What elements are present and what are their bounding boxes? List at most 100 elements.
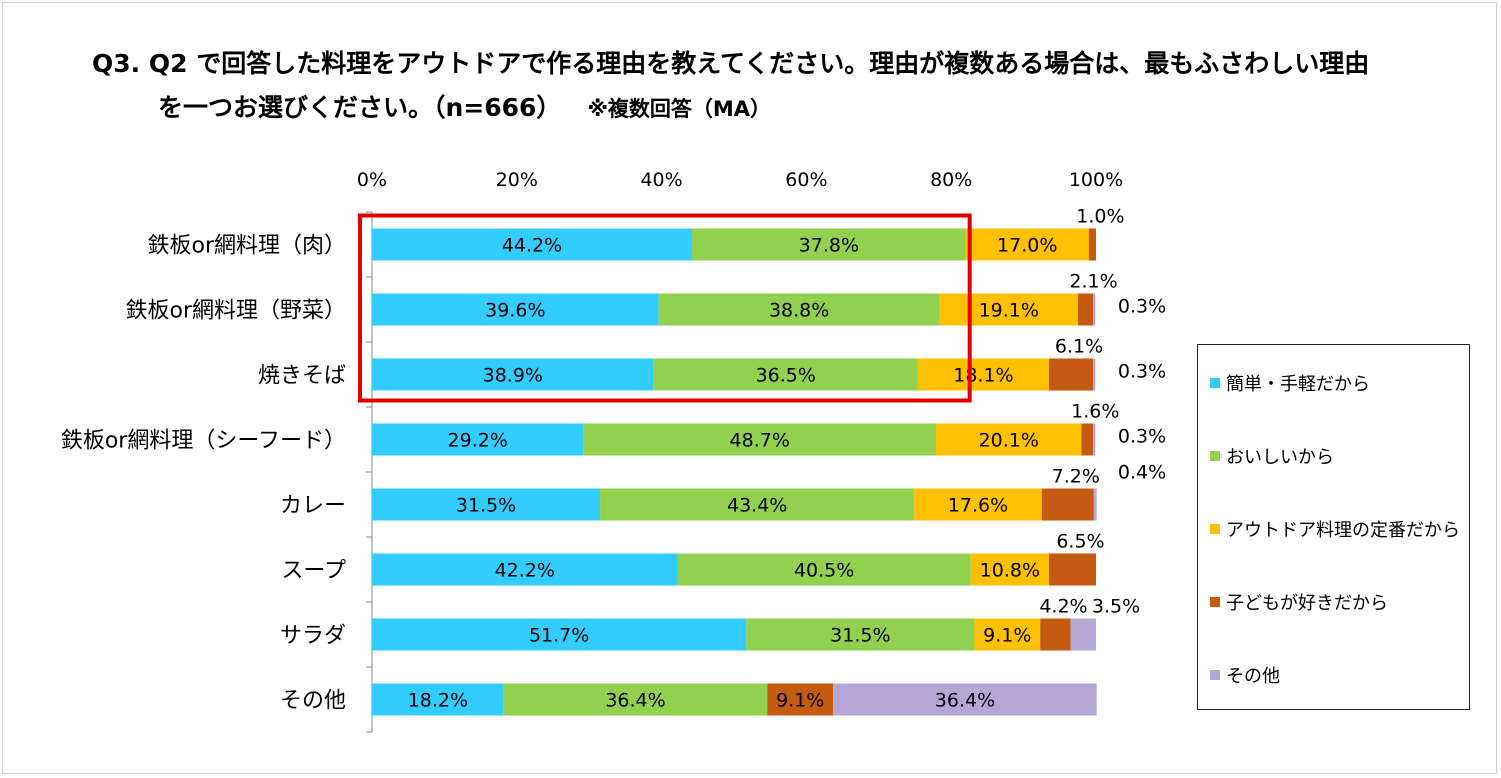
- data-label: 31.5%: [456, 495, 516, 517]
- bar-segment: [372, 228, 693, 261]
- legend-swatch: [1210, 524, 1220, 534]
- bar-segment: [1041, 488, 1094, 521]
- data-label: 2.1%: [1069, 271, 1117, 293]
- data-label: 31.5%: [830, 625, 890, 647]
- data-label: 17.0%: [997, 235, 1057, 257]
- bar-segment: [1088, 228, 1096, 261]
- data-label: 40.5%: [794, 560, 854, 582]
- bar-segment: [939, 293, 1078, 326]
- data-label: 17.6%: [948, 495, 1008, 517]
- bar-segment: [692, 228, 966, 261]
- legend-item: その他: [1210, 663, 1280, 687]
- bar-segment: [503, 683, 768, 716]
- legend-item: 簡単・手軽だから: [1210, 371, 1370, 395]
- bar-segment: [935, 423, 1082, 456]
- legend-item: 子どもが好きだから: [1210, 590, 1388, 614]
- bar-segment: [372, 423, 584, 456]
- legend-label: アウトドア料理の定番だから: [1226, 520, 1460, 541]
- bar-segment: [372, 293, 659, 326]
- bar-segment: [746, 618, 975, 651]
- data-label: 43.4%: [727, 495, 787, 517]
- title-line-2: を一つお選びください。（n=666） ※複数回答（MA）: [158, 88, 771, 124]
- category-label: サラダ: [280, 624, 346, 649]
- bar-segment: [1093, 293, 1096, 326]
- legend-label: おいしいから: [1226, 447, 1334, 468]
- x-tick-label: 0%: [357, 169, 387, 191]
- bar-segment: [372, 683, 504, 716]
- bar-segment: [372, 553, 678, 586]
- data-label: 36.4%: [935, 690, 995, 712]
- bar-segment: [658, 293, 940, 326]
- data-label: 4.2%: [1039, 596, 1087, 618]
- legend-item: アウトドア料理の定番だから: [1210, 517, 1460, 541]
- data-label: 6.1%: [1055, 336, 1103, 358]
- data-label: 0.3%: [1118, 296, 1166, 318]
- highlight-box: [358, 213, 972, 403]
- x-tick-label: 60%: [785, 169, 827, 191]
- legend-swatch: [1210, 378, 1220, 388]
- legend: 簡単・手軽だから おいしいからアウトドア料理の定番だから 子どもが好きだから その他: [1197, 344, 1470, 710]
- bar-segment: [1093, 358, 1096, 391]
- legend-item: おいしいから: [1210, 444, 1334, 468]
- bar-segment: [1081, 423, 1094, 456]
- bar-segment: [974, 618, 1041, 651]
- bar-segment: [833, 683, 1097, 716]
- bar-segment: [1048, 358, 1094, 391]
- legend-label: 子どもが好きだから: [1226, 593, 1388, 614]
- data-label: 20.1%: [979, 430, 1039, 452]
- data-label: 19.1%: [979, 300, 1039, 322]
- bar-segment: [914, 488, 1042, 521]
- legend-swatch: [1210, 451, 1220, 461]
- bar-segment: [1048, 553, 1096, 586]
- bar-segment: [600, 488, 915, 521]
- data-label: 1.6%: [1071, 401, 1119, 423]
- data-label: 39.6%: [485, 300, 545, 322]
- category-label: スープ: [281, 559, 346, 584]
- category-label: 鉄板or網料理（野菜）: [125, 299, 346, 324]
- x-tick-label: 20%: [496, 169, 538, 191]
- title-line-1: Q3. Q2 で回答した料理をアウトドアで作る理由を教えてください。理由が複数あ…: [92, 49, 1370, 78]
- title-note: ※複数回答（MA）: [587, 97, 772, 121]
- data-label: 18.1%: [953, 365, 1013, 387]
- bar-segment: [372, 488, 601, 521]
- data-label: 37.8%: [799, 235, 859, 257]
- x-tick-label: 100%: [1069, 169, 1123, 191]
- category-label: 鉄板or網料理（シーフード）: [61, 429, 346, 454]
- legend-label: その他: [1226, 666, 1280, 687]
- x-tick-label: 40%: [640, 169, 682, 191]
- bar-segment: [1040, 618, 1071, 651]
- data-label: 3.5%: [1092, 596, 1140, 618]
- data-label: 18.2%: [408, 690, 468, 712]
- data-label: 0.4%: [1118, 462, 1166, 484]
- data-label: 51.7%: [529, 625, 589, 647]
- bar-segment: [1077, 293, 1094, 326]
- legend-swatch: [1210, 597, 1220, 607]
- legend-label: 簡単・手軽だから: [1226, 374, 1370, 395]
- data-label: 1.0%: [1076, 206, 1124, 228]
- data-label: 44.2%: [502, 235, 562, 257]
- data-label: 7.2%: [1052, 466, 1100, 488]
- legend-swatch: [1210, 670, 1220, 680]
- bar-segment: [1093, 488, 1097, 521]
- category-label: カレー: [280, 494, 346, 519]
- bar-segment: [372, 618, 747, 651]
- bar-segment: [767, 683, 834, 716]
- category-label: 鉄板or網料理（肉）: [147, 234, 346, 259]
- category-label: その他: [280, 689, 346, 714]
- category-label: 焼きそば: [258, 364, 346, 389]
- data-label: 36.4%: [605, 690, 665, 712]
- data-label: 9.1%: [983, 625, 1031, 647]
- bar-segment: [1093, 423, 1096, 456]
- bar-segment: [653, 358, 918, 391]
- data-label: 6.5%: [1056, 531, 1104, 553]
- x-tick-label: 80%: [930, 169, 972, 191]
- bar-segment: [677, 553, 971, 586]
- bar-segment: [372, 358, 654, 391]
- data-label: 48.7%: [730, 430, 790, 452]
- data-label: 36.5%: [756, 365, 816, 387]
- data-label: 42.2%: [495, 560, 555, 582]
- chart-title: Q3. Q2 で回答した料理をアウトドアで作る理由を教えてください。理由が複数あ…: [0, 0, 1501, 140]
- bar-segment: [583, 423, 936, 456]
